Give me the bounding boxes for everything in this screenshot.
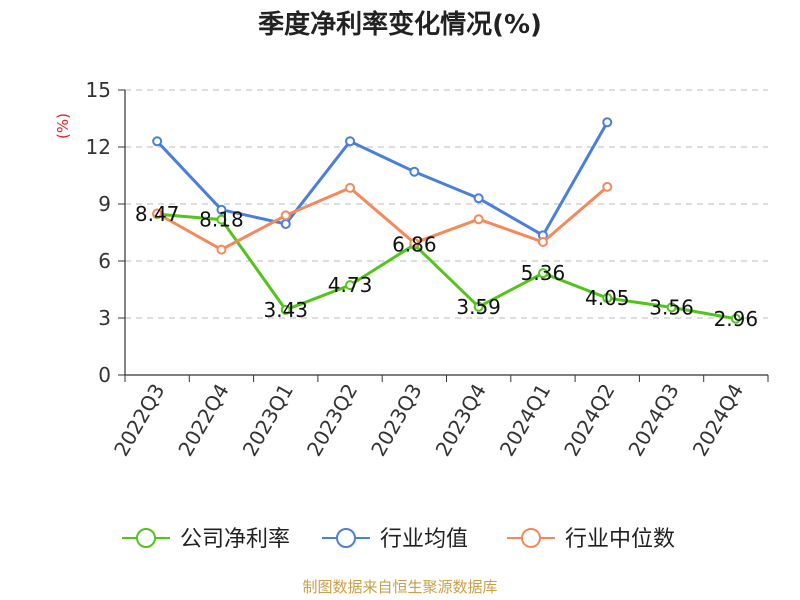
data-point xyxy=(216,204,227,215)
data-point xyxy=(473,214,484,225)
data-point xyxy=(409,237,420,248)
data-point xyxy=(345,136,356,147)
legend-marker xyxy=(136,528,156,548)
y-tick-label: 9 xyxy=(98,192,111,216)
data-label: 8.18 xyxy=(199,208,244,232)
data-label: 8.47 xyxy=(135,202,180,226)
legend-marker xyxy=(336,528,356,548)
data-point xyxy=(473,301,484,312)
data-point xyxy=(537,237,548,247)
y-tick-label: 12 xyxy=(86,135,111,159)
series-lines xyxy=(152,117,741,324)
series-1 xyxy=(152,117,613,241)
series-line xyxy=(157,212,737,321)
data-point xyxy=(666,302,677,313)
data-point xyxy=(602,181,613,192)
data-point xyxy=(152,136,163,147)
x-tick-label: 2024Q4 xyxy=(688,380,748,461)
data-point xyxy=(473,193,484,204)
x-tick-label: 2023Q3 xyxy=(366,380,426,461)
data-labels: 8.47 8.18 3.43 4.73 6.86 3.59 5.36 4.05 3.56 2.96 xyxy=(135,202,758,331)
data-point xyxy=(216,214,227,225)
data-label: 3.59 xyxy=(456,295,501,319)
y-tick-label: 6 xyxy=(98,249,111,273)
data-point xyxy=(280,304,291,315)
data-point xyxy=(730,313,741,324)
legend: 公司净利率 行业均值 行业中位数 xyxy=(122,527,675,552)
source-note: 制图数据来自恒生聚源数据库 xyxy=(302,578,497,596)
y-axis-label: (%) xyxy=(54,113,72,139)
x-tick-label: 2024Q3 xyxy=(623,380,683,461)
data-point xyxy=(216,244,227,255)
data-point xyxy=(537,268,548,279)
x-tick-label: 2023Q2 xyxy=(302,380,362,461)
legend-item: 行业均值 xyxy=(322,527,468,552)
data-label: 4.73 xyxy=(328,273,373,297)
legend-label: 行业中位数 xyxy=(565,527,675,552)
data-label: 4.05 xyxy=(585,286,630,310)
data-label: 3.43 xyxy=(263,298,308,322)
data-point xyxy=(152,208,163,219)
data-point xyxy=(602,293,613,304)
series-line xyxy=(156,185,609,252)
series-line xyxy=(156,121,609,237)
data-label: 2.96 xyxy=(714,307,759,331)
y-tick-label: 3 xyxy=(98,306,111,330)
x-tick-label: 2022Q3 xyxy=(109,380,169,461)
data-label: 3.56 xyxy=(649,295,694,319)
data-point xyxy=(409,166,420,177)
gridlines xyxy=(125,89,768,319)
x-tick-label: 2023Q1 xyxy=(238,380,298,461)
data-point xyxy=(345,182,356,193)
data-label: 5.36 xyxy=(521,261,566,285)
x-tick-label: 2024Q2 xyxy=(559,380,619,461)
y-tick-label: 0 xyxy=(98,363,111,387)
x-tick-label: 2022Q4 xyxy=(173,380,233,461)
data-point xyxy=(345,280,356,291)
chart-title: 季度净利率变化情况(%) xyxy=(258,9,542,40)
y-tick-label: 15 xyxy=(86,78,111,102)
data-point xyxy=(280,218,291,229)
data-point xyxy=(602,117,613,128)
series-2 xyxy=(152,181,613,255)
legend-label: 行业均值 xyxy=(380,527,468,552)
legend-label: 公司净利率 xyxy=(180,527,290,552)
legend-item: 公司净利率 xyxy=(122,527,290,552)
x-tick-label: 2023Q4 xyxy=(431,380,491,461)
data-label: 6.86 xyxy=(392,233,437,257)
legend-marker xyxy=(521,528,541,548)
legend-item: 行业中位数 xyxy=(507,527,675,552)
data-point xyxy=(280,210,291,221)
x-tick-label: 2024Q1 xyxy=(495,380,555,461)
